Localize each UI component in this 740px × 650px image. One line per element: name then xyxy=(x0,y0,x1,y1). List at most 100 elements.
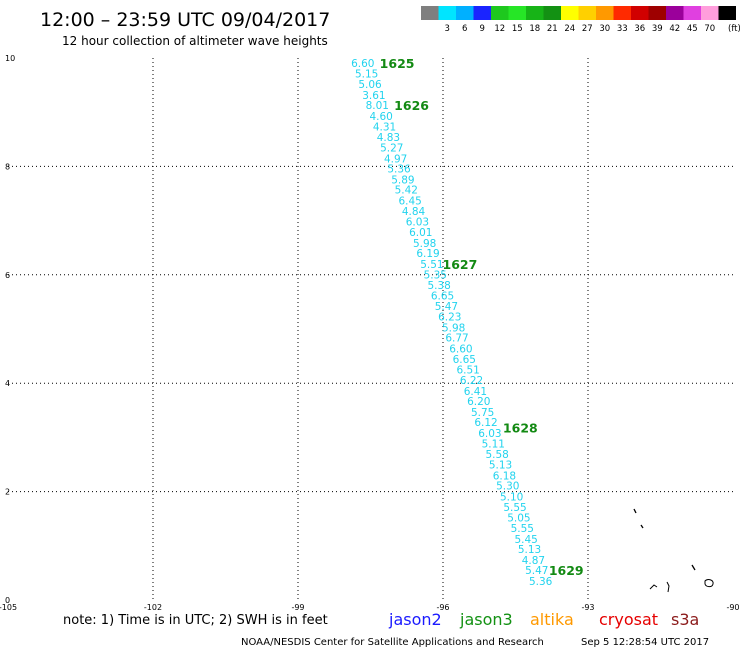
swh-value: 6.20 xyxy=(467,396,490,408)
colorbar-swatch xyxy=(666,6,684,20)
x-tick-label: -99 xyxy=(291,603,304,612)
colorbar-label: 15 xyxy=(512,24,523,34)
colorbar-swatch xyxy=(648,6,666,20)
swh-value: 5.30 xyxy=(496,481,519,493)
swh-value: 6.12 xyxy=(474,417,497,429)
colorbar-swatch xyxy=(421,6,439,20)
colorbar-label: 39 xyxy=(652,24,663,34)
swh-value: 4.31 xyxy=(373,121,396,133)
swh-value: 6.18 xyxy=(493,470,516,482)
chart-title: 12:00 – 23:59 UTC 09/04/2017 xyxy=(40,9,330,31)
swh-value: 5.05 xyxy=(507,513,530,525)
colorbar-swatch xyxy=(683,6,701,20)
swh-value: 4.60 xyxy=(369,111,392,123)
swh-value: 4.97 xyxy=(384,153,407,165)
colorbar-label: 24 xyxy=(564,24,575,34)
colorbar-label: 27 xyxy=(582,24,593,34)
colorbar-label: 45 xyxy=(687,24,698,34)
y-tick-label: 4 xyxy=(5,379,10,388)
x-tick-label: -102 xyxy=(144,603,162,612)
colorbar-label: 9 xyxy=(480,24,485,34)
swh-value: 4.87 xyxy=(522,555,545,567)
swh-value: 6.65 xyxy=(453,354,476,366)
swh-value: 6.03 xyxy=(478,428,501,440)
time-label: 1628 xyxy=(503,421,538,436)
swh-value: 5.55 xyxy=(511,523,534,535)
y-tick-label: 2 xyxy=(5,488,10,497)
swh-value: 5.98 xyxy=(442,322,465,334)
chart-subtitle: 12 hour collection of altimeter wave hei… xyxy=(62,34,328,48)
colorbar-swatch xyxy=(456,6,474,20)
swh-value: 5.98 xyxy=(413,238,436,250)
y-tick-label: 10 xyxy=(5,54,15,63)
swh-value: 5.11 xyxy=(482,438,505,450)
satellite-cryosat: cryosat xyxy=(599,610,658,629)
swh-value: 6.19 xyxy=(416,248,439,260)
colorbar-label: 36 xyxy=(634,24,645,34)
y-tick-label: 8 xyxy=(5,162,10,171)
colorbar-label: 3 xyxy=(445,24,450,34)
swh-value: 4.83 xyxy=(377,132,400,144)
x-tick-label: -90 xyxy=(726,603,739,612)
swh-value: 5.13 xyxy=(518,544,541,556)
swh-value: 5.35 xyxy=(424,269,447,281)
coastline xyxy=(633,508,714,593)
colorbar-label: 42 xyxy=(669,24,680,34)
colorbar-swatch xyxy=(613,6,631,20)
swh-value: 6.22 xyxy=(460,375,483,387)
swh-value: 5.89 xyxy=(391,174,414,186)
colorbar-swatch xyxy=(473,6,491,20)
satellite-jason3: jason3 xyxy=(459,610,513,629)
swh-value: 5.06 xyxy=(358,79,382,91)
swh-value: 5.47 xyxy=(525,565,548,577)
time-label: 1626 xyxy=(394,98,429,113)
satellite-legend: jason2 jason3 altika cryosat s3a xyxy=(388,610,699,629)
colorbar-swatch xyxy=(543,6,561,20)
swh-value: 5.13 xyxy=(489,460,512,472)
swh-labels: 6.605.155.063.618.014.604.314.835.274.97… xyxy=(351,58,553,588)
coastline-fragment xyxy=(704,579,714,588)
swh-value: 6.77 xyxy=(445,333,468,345)
colorbar-swatch xyxy=(578,6,596,20)
footer-note: note: 1) Time is in UTC; 2) SWH is in fe… xyxy=(63,613,328,628)
swh-value: 5.42 xyxy=(395,185,418,197)
y-tick-label: 0 xyxy=(5,596,10,605)
swh-value: 5.45 xyxy=(514,534,537,546)
y-tick-label: 6 xyxy=(5,271,10,280)
colorbar-label: 6 xyxy=(462,24,467,34)
colorbar-label: 21 xyxy=(547,24,558,34)
colorbar-swatch xyxy=(718,6,736,20)
colorbar-label: 30 xyxy=(599,24,610,34)
time-label: 1629 xyxy=(549,563,584,578)
coastline-fragment xyxy=(633,508,637,514)
swh-value: 6.60 xyxy=(449,344,472,356)
colorbar-swatch xyxy=(631,6,649,20)
swh-value: 6.23 xyxy=(438,312,461,324)
credit-text: NOAA/NESDIS Center for Satellite Applica… xyxy=(241,637,544,648)
swh-value: 6.45 xyxy=(398,196,421,208)
swh-value: 5.55 xyxy=(503,502,526,514)
swh-value: 4.84 xyxy=(402,206,426,218)
swh-value: 5.47 xyxy=(435,301,458,313)
swh-value: 6.01 xyxy=(409,227,432,239)
colorbar-label: 70 xyxy=(704,24,715,34)
swh-value: 5.27 xyxy=(380,142,403,154)
grid xyxy=(8,58,733,600)
swh-value: 5.38 xyxy=(427,280,450,292)
colorbar-swatch xyxy=(438,6,456,20)
satellite-altika: altika xyxy=(530,610,574,629)
colorbar-swatch xyxy=(491,6,509,20)
colorbar-label: 12 xyxy=(494,24,505,34)
time-labels: 1625 1626 1627 1628 1629 xyxy=(380,56,584,578)
swh-value: 5.75 xyxy=(471,407,494,419)
colorbar-swatch xyxy=(526,6,544,20)
colorbar-swatch xyxy=(701,6,719,20)
colorbar-label: 18 xyxy=(529,24,540,34)
coastline-fragment xyxy=(640,524,644,529)
colorbar-swatch xyxy=(596,6,614,20)
x-tick-label: -93 xyxy=(581,603,594,612)
x-tick-label: -105 xyxy=(0,603,17,612)
swh-value: 6.51 xyxy=(456,365,479,377)
swh-value: 6.60 xyxy=(351,58,374,70)
